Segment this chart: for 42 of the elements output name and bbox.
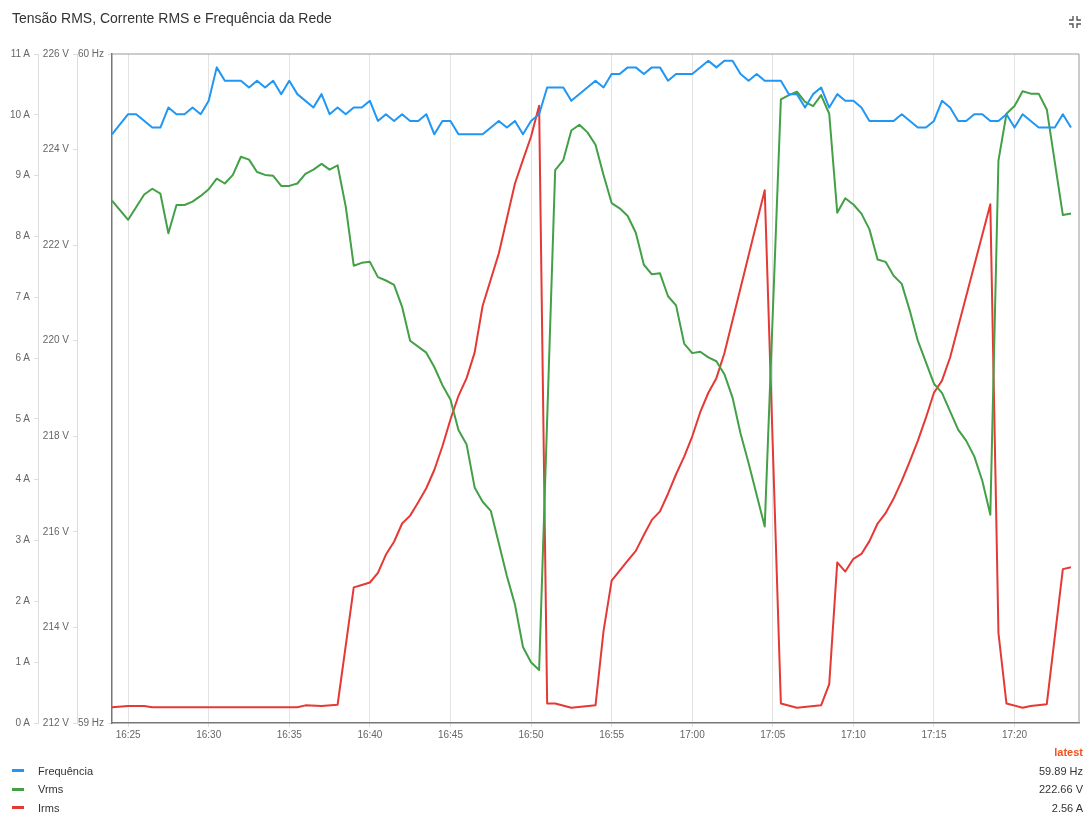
y-tick-label: 6 A [15, 351, 31, 363]
text: 222.66 V [1038, 783, 1083, 796]
x-tick-label: 16:50 [518, 728, 544, 740]
text: 2.56 A [1051, 801, 1083, 814]
y-tick-label: 8 A [15, 230, 31, 242]
x-tick-label: 16:35 [276, 728, 303, 740]
x-tick-label: 16:25 [115, 728, 142, 740]
text: 59.89 Hz [1038, 764, 1083, 777]
y2-tick-label: 216 V [42, 525, 70, 537]
y2-tick-label: 218 V [42, 430, 70, 442]
legend-label: Vrms [38, 783, 65, 796]
x-tick-label: 16:45 [437, 728, 464, 740]
x-tick-label: 17:15 [921, 728, 947, 740]
y2-tick-label: 226 V [42, 47, 70, 59]
y-tick-label: 0 A [15, 716, 31, 728]
chart-title: Tensão RMS, Corrente RMS e Frequência da Rede [12, 10, 332, 26]
x-tick-label: 16:40 [357, 728, 383, 740]
x-tick-label: 17:20 [1001, 728, 1028, 740]
y-tick-label: 4 A [15, 473, 31, 485]
x-tick-label: 17:05 [760, 728, 786, 740]
legend-label: Irms [38, 801, 61, 814]
legend-label: Frequência [38, 764, 95, 777]
y2-tick-label: 224 V [42, 143, 70, 155]
y-tick-label: 1 A [15, 655, 31, 667]
y2-tick-label: 214 V [42, 621, 70, 633]
x-tick-label: 16:30 [196, 728, 222, 740]
y-tick-label: 7 A [15, 291, 31, 303]
y-tick-label: 11 A [10, 47, 31, 59]
x-tick-label: 17:10 [840, 728, 867, 740]
y-tick-label: 2 A [15, 595, 31, 607]
text: latest [1053, 745, 1083, 761]
y-tick-label: 9 A [15, 169, 31, 181]
y-tick-label: 3 A [15, 534, 31, 546]
x-tick-label: 17:00 [679, 728, 706, 740]
y2-tick-label: 222 V [42, 238, 70, 250]
y2-tick-label: 212 V [42, 716, 70, 728]
y2-tick-label: 220 V [42, 334, 70, 346]
y3-tick-label: 60 Hz [77, 47, 104, 59]
x-tick-label: 16:55 [599, 728, 625, 740]
y-tick-label: 5 A [15, 412, 31, 424]
y-tick-label: 10 A [9, 108, 31, 120]
y3-tick-label: 59 Hz [77, 716, 104, 728]
